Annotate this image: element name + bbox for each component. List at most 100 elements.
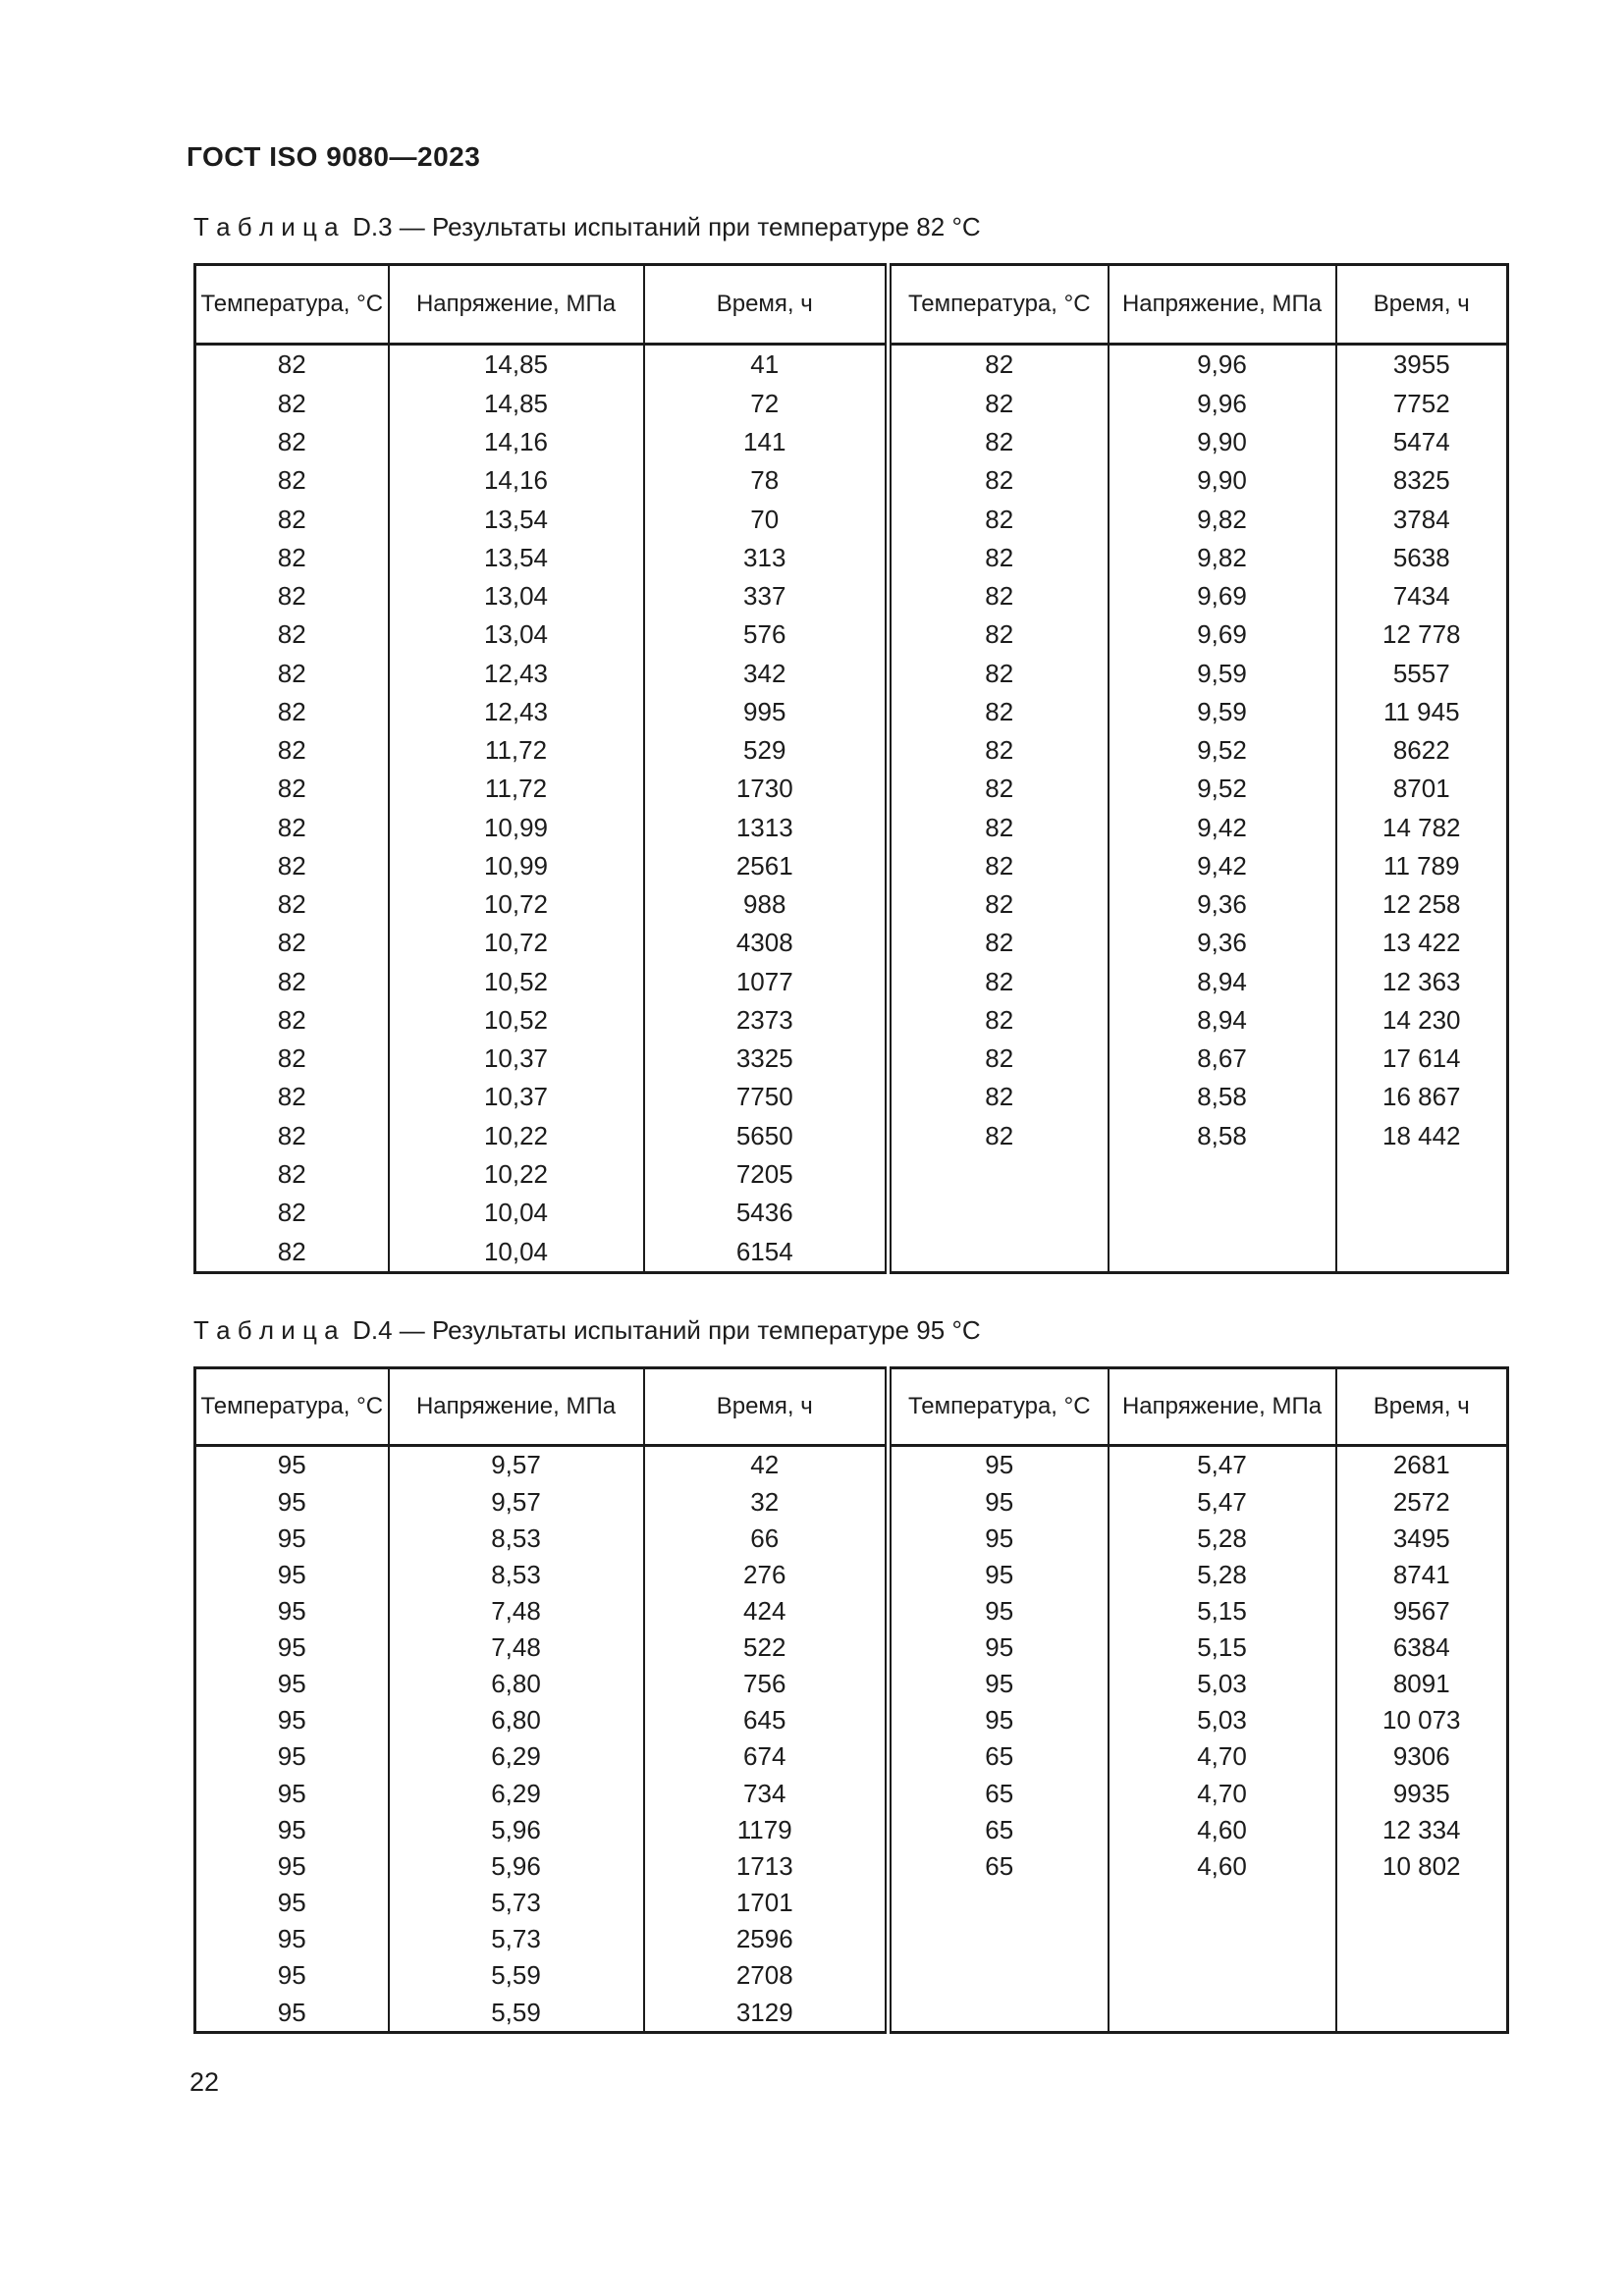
column-header-stress: Напряжение, МПа (1107, 1366, 1337, 1447)
table-cell: 2373 (642, 1000, 890, 1040)
table-cell: 82 (193, 344, 390, 385)
table-cell: 4308 (642, 924, 890, 963)
table-cell: 82 (193, 461, 390, 501)
table-cell: 8,53 (387, 1556, 645, 1593)
table-cell: 3955 (1334, 344, 1509, 385)
table-cell: 9,42 (1107, 846, 1337, 885)
table-row: 95 6,29 674 65 4,70 9306 (193, 1738, 1509, 1776)
table-cell: 95 (193, 1811, 390, 1848)
table-cell (885, 1957, 1110, 1995)
table-cell: 5,96 (387, 1811, 645, 1848)
table-cell: 9,59 (1107, 654, 1337, 693)
table-row: 82 14,85 41 82 9,96 3955 (193, 344, 1509, 385)
table-cell: 82 (193, 808, 390, 847)
table-cell: 82 (885, 1000, 1110, 1040)
table-cell: 8741 (1334, 1556, 1509, 1593)
table-cell: 78 (642, 461, 890, 501)
table-cell: 82 (885, 1116, 1110, 1155)
table-cell: 82 (193, 422, 390, 462)
table-cell: 13,04 (387, 615, 645, 655)
table-row: 95 6,29 734 65 4,70 9935 (193, 1775, 1509, 1812)
table-cell: 3129 (642, 1994, 890, 2033)
table-row: 95 8,53 276 95 5,28 8741 (193, 1556, 1509, 1593)
table-cell: 12 258 (1334, 884, 1509, 925)
table-cell: 12 334 (1334, 1811, 1509, 1848)
table-cell: 645 (642, 1702, 890, 1739)
column-header-temperature: Температура, °С (193, 1366, 390, 1447)
table-cell: 12 363 (1334, 962, 1509, 1001)
table-cell: 5,28 (1107, 1520, 1337, 1557)
table-cell: 95 (193, 1994, 390, 2033)
table-row: 82 13,04 337 82 9,69 7434 (193, 576, 1509, 616)
table-cell (1334, 1884, 1509, 1922)
table-cell: 9,36 (1107, 884, 1337, 925)
table-cell: 6,29 (387, 1775, 645, 1812)
table-cell: 82 (193, 1039, 390, 1079)
table-cell: 9,42 (1107, 808, 1337, 847)
table-cell: 9,69 (1107, 615, 1337, 655)
table-row: 82 12,43 342 82 9,59 5557 (193, 654, 1509, 693)
column-header-temperature: Температура, °С (885, 263, 1110, 346)
table-cell: 14,16 (387, 422, 645, 462)
table-row: 95 5,73 2596 (193, 1921, 1509, 1958)
table-cell: 95 (193, 1775, 390, 1812)
table-cell: 10,72 (387, 924, 645, 963)
table-row: 95 8,53 66 95 5,28 3495 (193, 1520, 1509, 1557)
table-cell: 82 (885, 576, 1110, 616)
table-cell: 8,94 (1107, 1000, 1337, 1040)
table-header-row: Температура, °С Напряжение, МПа Время, ч… (193, 263, 1509, 346)
column-header-temperature: Температура, °С (885, 1366, 1110, 1447)
table-cell (1107, 1884, 1337, 1922)
table-cell: 6,80 (387, 1666, 645, 1703)
table-cell: 10,99 (387, 808, 645, 847)
table-cell: 5,28 (1107, 1556, 1337, 1593)
table-cell: 8,67 (1107, 1039, 1337, 1079)
table-row: 82 14,16 78 82 9,90 8325 (193, 461, 1509, 501)
table-cell: 95 (193, 1957, 390, 1995)
table-cell: 82 (885, 962, 1110, 1001)
table-cell: 95 (193, 1702, 390, 1739)
table-cell (885, 1193, 1110, 1233)
table-cell: 7752 (1334, 384, 1509, 423)
table-row: 82 10,37 7750 82 8,58 16 867 (193, 1078, 1509, 1117)
table-cell: 10,99 (387, 846, 645, 885)
table-cell: 11 945 (1334, 692, 1509, 731)
table-row: 95 7,48 522 95 5,15 6384 (193, 1629, 1509, 1667)
table-cell: 674 (642, 1738, 890, 1776)
table-cell: 95 (193, 1629, 390, 1667)
table-cell: 9,52 (1107, 770, 1337, 809)
table-cell: 95 (885, 1556, 1110, 1593)
table-cell: 32 (642, 1483, 890, 1521)
table-row: 95 7,48 424 95 5,15 9567 (193, 1592, 1509, 1629)
table-cell (1334, 1994, 1509, 2033)
table-cell (885, 1154, 1110, 1194)
table-cell: 8,94 (1107, 962, 1337, 1001)
table-cell: 995 (642, 692, 890, 731)
table-cell: 6,29 (387, 1738, 645, 1776)
table-cell: 82 (885, 500, 1110, 539)
table-cell: 95 (885, 1702, 1110, 1739)
column-header-stress: Напряжение, МПа (1107, 263, 1337, 346)
table-cell: 65 (885, 1738, 1110, 1776)
column-header-time: Время, ч (642, 263, 890, 346)
table-cell: 13 422 (1334, 924, 1509, 963)
table-cell: 9306 (1334, 1738, 1509, 1776)
table-cell: 82 (885, 770, 1110, 809)
table-cell: 5474 (1334, 422, 1509, 462)
table-cell: 82 (193, 654, 390, 693)
table-cell: 529 (642, 730, 890, 771)
table-cell: 10,52 (387, 1000, 645, 1040)
table-cell: 82 (885, 846, 1110, 885)
table-cell: 95 (193, 1666, 390, 1703)
doc-title: ГОСТ ISO 9080—2023 (187, 141, 481, 172)
table-cell: 82 (193, 846, 390, 885)
table-header-row: Температура, °С Напряжение, МПа Время, ч… (193, 1366, 1509, 1447)
table-d3: Температура, °С Напряжение, МПа Время, ч… (193, 263, 1509, 1274)
table-cell: 82 (885, 422, 1110, 462)
table-cell: 2596 (642, 1921, 890, 1958)
table-cell: 9,57 (387, 1483, 645, 1521)
table-row: 95 5,73 1701 (193, 1884, 1509, 1922)
table-row: 82 13,04 576 82 9,69 12 778 (193, 615, 1509, 655)
table-cell: 65 (885, 1811, 1110, 1848)
